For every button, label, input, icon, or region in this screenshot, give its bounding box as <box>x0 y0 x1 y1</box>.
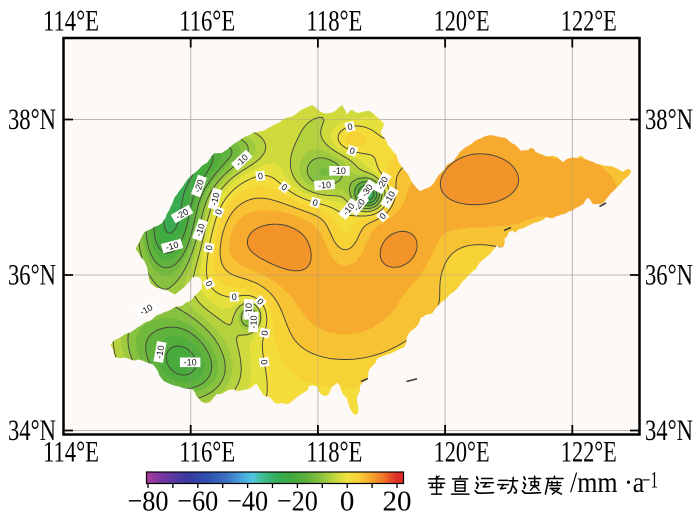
svg-text:−20: −20 <box>277 486 318 518</box>
svg-text:0: 0 <box>346 121 353 132</box>
svg-text:36°N: 36°N <box>8 259 56 292</box>
svg-text:0: 0 <box>311 197 319 208</box>
svg-text:34°N: 34°N <box>8 414 56 447</box>
svg-text:-10: -10 <box>209 191 222 206</box>
svg-text:-10: -10 <box>243 303 253 316</box>
svg-text:34°N: 34°N <box>645 414 693 447</box>
svg-text:0: 0 <box>279 182 289 193</box>
svg-text:0: 0 <box>213 208 224 216</box>
svg-text:120°E: 120°E <box>434 5 490 38</box>
svg-text:−40: −40 <box>227 486 268 518</box>
svg-text:-20: -20 <box>192 178 206 194</box>
svg-text:38°N: 38°N <box>8 103 56 136</box>
svg-text:36°N: 36°N <box>645 259 693 292</box>
svg-text:-10: -10 <box>333 166 346 176</box>
svg-text:0: 0 <box>340 486 355 518</box>
svg-text:0: 0 <box>231 292 236 302</box>
svg-text:122°E: 122°E <box>561 436 617 469</box>
svg-text:0: 0 <box>204 244 215 251</box>
svg-text:114°E: 114°E <box>43 436 99 469</box>
svg-text:-10: -10 <box>193 222 207 238</box>
svg-text:−80: −80 <box>128 486 169 518</box>
svg-text:0: 0 <box>259 329 270 336</box>
svg-text:0: 0 <box>203 279 214 288</box>
svg-text:0: 0 <box>257 171 263 182</box>
svg-text:−60: −60 <box>177 486 218 518</box>
svg-text:116°E: 116°E <box>179 436 235 469</box>
svg-text:-10: -10 <box>154 345 166 360</box>
svg-text:122°E: 122°E <box>561 5 617 38</box>
svg-text:118°E: 118°E <box>306 436 362 469</box>
svg-text:20: 20 <box>383 486 412 518</box>
svg-text:−1: −1 <box>642 468 658 493</box>
svg-text:120°E: 120°E <box>434 436 490 469</box>
svg-text:0: 0 <box>255 296 266 306</box>
svg-text:-10: -10 <box>184 357 197 367</box>
svg-text:0: 0 <box>377 211 388 222</box>
svg-text:-10: -10 <box>164 240 179 253</box>
svg-text:/mm ·a: /mm ·a <box>570 466 644 499</box>
svg-text:-10: -10 <box>248 315 258 328</box>
svg-text:114°E: 114°E <box>43 5 99 38</box>
svg-text:0: 0 <box>348 145 356 156</box>
svg-text:38°N: 38°N <box>645 103 693 136</box>
svg-text:118°E: 118°E <box>306 5 362 38</box>
svg-text:-10: -10 <box>318 180 332 191</box>
svg-text:0: 0 <box>259 359 270 366</box>
svg-text:116°E: 116°E <box>179 5 235 38</box>
